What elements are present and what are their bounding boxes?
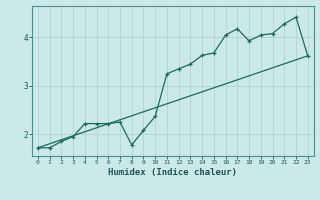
X-axis label: Humidex (Indice chaleur): Humidex (Indice chaleur) (108, 168, 237, 177)
